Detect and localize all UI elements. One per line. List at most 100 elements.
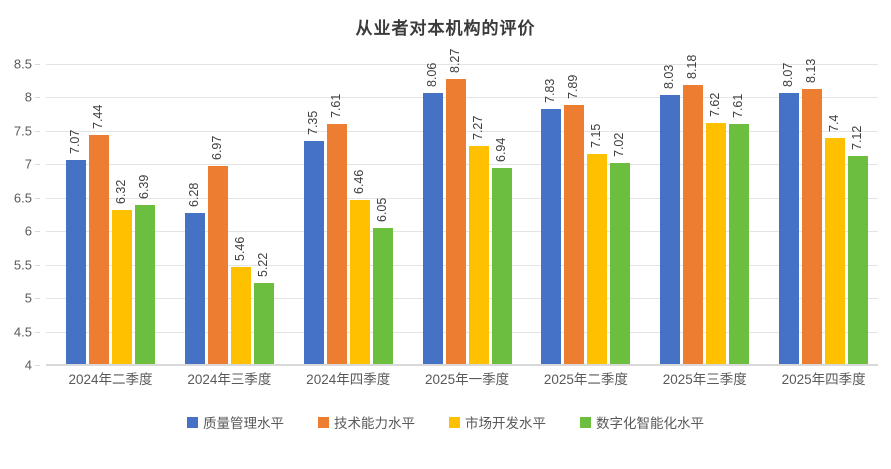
bar[interactable]: 7.89 [564,74,585,365]
bar[interactable]: 5.46 [230,237,251,365]
bar-value-label: 7.44 [91,104,105,129]
bar[interactable]: 8.07 [779,62,800,365]
bar[interactable]: 8.06 [422,63,443,365]
bar[interactable]: 7.62 [706,93,727,365]
bar-value-label: 5.22 [255,253,270,278]
y-tick-mark [35,197,40,199]
y-tick-mark [35,130,40,132]
bar[interactable]: 7.4 [825,114,846,365]
y-tick-mark [35,365,40,366]
bar-groups: 7.07 7.44 6.32 6.39 6.28 6.97 5.46 5.22 7.35 7.61… [46,49,878,365]
bar[interactable]: 7.61 [729,93,750,365]
bar[interactable]: 7.07 [66,129,86,365]
bar-group: 7.83 7.89 7.15 7.02 [521,64,640,365]
bar-value-label: 7.61 [731,93,746,118]
y-axis: 8.5 8 7.5 7 6.5 6 5.5 5 4.5 4 [0,57,40,373]
bar[interactable]: 7.61 [326,93,347,365]
bar-value-label: 8.13 [804,58,819,83]
y-tick-label: 6 [24,223,32,239]
bar[interactable]: 8.03 [660,65,681,365]
bar-value-label: 7.83 [543,78,558,103]
bar-value-label: 7.89 [566,74,581,99]
y-tick-label: 7 [24,156,32,172]
x-tick-label: 2024年二季度 [68,372,153,387]
bar-group: 8.07 8.13 7.4 7.12 [759,58,878,365]
bar[interactable]: 6.39 [135,175,155,365]
bar-value-label: 6.05 [374,197,389,222]
bar-value-label: 7.27 [470,115,485,141]
y-tick-label: 5.5 [13,257,32,273]
gridline [46,64,878,65]
bar-group: 8.06 8.27 7.27 6.94 [403,49,522,365]
chart-legend: 质量管理水平 技术能力水平 市场开发水平 数字化智能化水平 [0,412,891,432]
y-tick-label: 7.5 [13,123,32,139]
bar-value-label: 8.03 [662,65,677,90]
y-tick-mark [35,331,40,333]
bar[interactable]: 6.97 [207,136,228,365]
bar-value-label: 7.12 [850,125,865,151]
bar-group: 7.35 7.61 6.46 6.05 [284,64,403,365]
bar[interactable]: 8.27 [445,49,466,365]
x-tick-label: 2025年三季度 [662,372,747,387]
bar[interactable]: 7.27 [468,116,489,365]
bar-group: 6.28 6.97 5.46 5.22 [165,64,284,365]
legend-label: 数字化智能化水平 [596,416,704,431]
bar-value-label: 6.32 [114,179,128,204]
legend-item[interactable]: 质量管理水平 [187,412,284,432]
bar[interactable]: 6.32 [112,179,132,365]
bar-value-label: 8.07 [781,62,796,87]
y-tick-mark [35,298,40,300]
bar[interactable]: 7.02 [610,133,631,365]
plot-area: 7.07 7.44 6.32 6.39 6.28 6.97 5.46 5.22 7.35 7.61… [46,49,878,366]
bar-group: 8.03 8.18 7.62 7.61 [640,55,759,365]
legend-label: 技术能力水平 [334,416,415,431]
y-tick-mark [35,64,40,65]
bar-value-label: 6.97 [209,136,224,161]
bar-value-label: 7.35 [305,110,320,135]
y-tick-mark [35,231,40,233]
legend-item[interactable]: 技术能力水平 [318,412,415,432]
axis-baseline [46,364,878,366]
bar-group: 7.07 7.44 6.32 6.39 [46,64,165,365]
x-axis: 2024年二季度 2024年三季度 2024年四季度 2025年一季度 2025年二季度… [46,368,878,394]
y-tick-mark [35,97,40,99]
bar-value-label: 7.4 [827,114,842,132]
bar[interactable]: 7.35 [303,111,324,365]
bar-value-label: 6.46 [351,170,366,195]
y-tick-label: 8 [24,89,32,105]
y-tick-mark [35,164,40,166]
bar-value-label: 6.94 [493,138,508,163]
y-tick-label: 6.5 [13,190,32,206]
bar-value-label: 8.06 [424,63,439,88]
bar[interactable]: 6.05 [372,198,393,365]
bar[interactable]: 6.28 [184,182,205,365]
bar[interactable]: 6.46 [349,170,370,365]
x-tick-label: 2024年四季度 [306,372,391,387]
bar[interactable]: 7.12 [848,126,869,365]
y-tick-mark [35,264,40,266]
bar[interactable]: 8.18 [683,55,704,365]
bar[interactable]: 5.22 [253,253,274,365]
bar[interactable]: 7.44 [89,105,109,365]
legend-swatch [318,416,329,428]
legend-swatch [187,416,198,428]
y-tick-label: 5 [24,290,32,306]
x-tick-label: 2025年二季度 [543,372,628,387]
legend-label: 市场开发水平 [465,416,546,431]
x-tick-label: 2025年四季度 [781,372,866,387]
legend-label: 质量管理水平 [203,416,284,431]
bar-value-label: 8.27 [447,49,462,74]
bar-value-label: 7.15 [589,123,604,149]
bar[interactable]: 7.15 [587,124,608,365]
legend-swatch [449,416,460,428]
bar[interactable]: 8.13 [802,58,823,365]
bar-value-label: 5.46 [232,237,247,262]
legend-swatch [580,416,591,428]
bar[interactable]: 7.83 [541,78,562,365]
x-tick-label: 2025年一季度 [425,372,510,387]
legend-item[interactable]: 数字化智能化水平 [580,412,704,432]
y-tick-label: 8.5 [13,56,32,72]
bar[interactable]: 6.94 [491,138,512,365]
legend-item[interactable]: 市场开发水平 [449,412,546,432]
